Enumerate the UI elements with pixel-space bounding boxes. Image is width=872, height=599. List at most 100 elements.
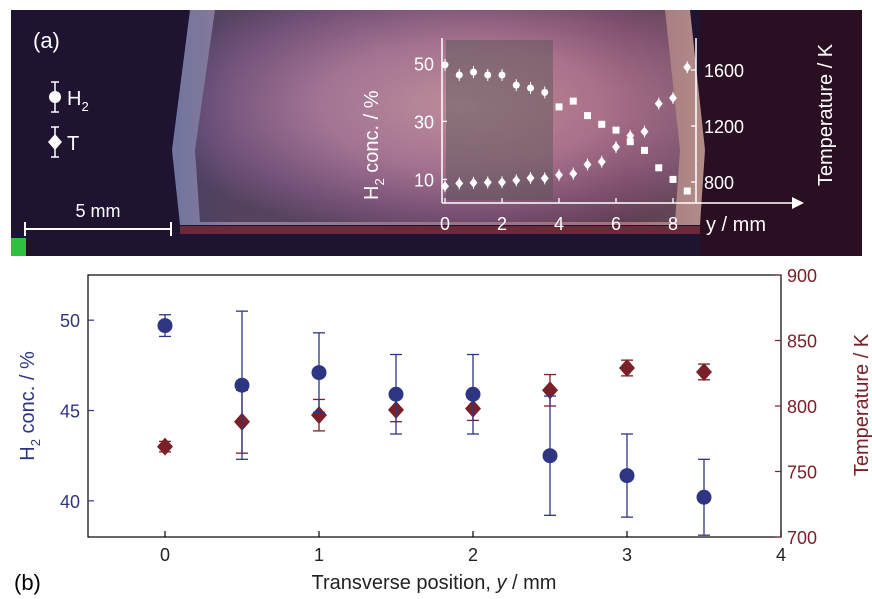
legend-h2: H2 <box>49 81 89 114</box>
inset-h2-point <box>641 146 648 154</box>
legend-h2-label: H2 <box>67 88 89 114</box>
h2-point <box>157 318 173 334</box>
inset-left-tick-label: 10 <box>414 170 434 190</box>
x-tick-label: 1 <box>314 545 324 565</box>
inset-ylabel-left: H2 conc. / % <box>361 90 387 200</box>
inset-left-tick-label: 30 <box>414 112 434 132</box>
inset-t-point <box>583 159 592 170</box>
inset-left-tick-label: 50 <box>414 54 434 74</box>
x-tick-label: 3 <box>622 545 632 565</box>
inset-h2-point <box>598 120 606 128</box>
inset-t-point <box>683 62 692 73</box>
inset-h2-point <box>441 61 449 69</box>
h2-point <box>234 377 250 393</box>
panel-a: (a) H2 T 5 mm y / <box>11 10 862 256</box>
y-right-tick-label: 900 <box>787 266 817 286</box>
inset-h2-point <box>512 81 520 89</box>
photo-right-dark <box>700 10 862 256</box>
inset-h2-point <box>683 187 691 195</box>
inset-right-tick-label: 800 <box>704 173 734 193</box>
inset-xlabel: y / mm <box>706 214 766 236</box>
inset-marks <box>441 58 692 195</box>
inset-h2-point <box>527 84 534 92</box>
burner-edge <box>180 226 700 234</box>
inset-right-tick-label: 1600 <box>704 61 744 81</box>
inset-t-point <box>612 142 620 152</box>
x-tick-label: 2 <box>468 545 478 565</box>
inset-t-point <box>526 172 535 183</box>
inset-h2-point <box>455 71 463 79</box>
inset-t-point <box>441 181 449 192</box>
inset-h2-point <box>612 126 620 134</box>
panel-a-label: (a) <box>33 28 60 53</box>
burner-glint <box>11 238 26 256</box>
inset-t-point <box>640 126 649 137</box>
panel-b-ylabel-left: H2 conc. / % <box>17 351 43 461</box>
inset-t-point <box>512 175 521 186</box>
h2-point <box>388 386 404 402</box>
inset-x-tick-label: 0 <box>440 214 450 234</box>
inset-h2-point <box>584 112 591 120</box>
y-right-tick-label: 750 <box>787 463 817 483</box>
inset-h2-point <box>569 97 577 105</box>
inset-h2-point <box>498 71 506 79</box>
y-left-tick-label: 45 <box>60 402 80 422</box>
inset-ylabel-right: Temperature / K <box>815 43 837 186</box>
inset-t-point <box>498 177 506 188</box>
inset-t-point <box>654 98 663 109</box>
inset-x-tick-label: 6 <box>611 214 621 234</box>
temperature-point <box>157 437 173 456</box>
y-left-tick-label: 40 <box>60 492 80 512</box>
y-right-tick-label: 850 <box>787 332 817 352</box>
flame-core <box>195 10 680 222</box>
h2-point <box>619 468 635 484</box>
inset-x-arrow <box>792 197 804 209</box>
panel-b-ylabel-right: Temperature / K <box>851 333 872 476</box>
scale-bar: 5 mm <box>24 201 172 236</box>
y-right-tick-label: 800 <box>787 397 817 417</box>
h2-point <box>465 386 481 402</box>
y-left-tick-label: 50 <box>60 311 80 331</box>
x-tick-label: 4 <box>776 545 786 565</box>
panel-b-marks <box>157 310 712 536</box>
legend-t-marker <box>48 134 62 150</box>
scale-bar-label: 5 mm <box>76 201 121 221</box>
inset-right-tick-label: 1200 <box>704 117 744 137</box>
inset-t-point <box>469 177 478 188</box>
inset-shaded-region <box>446 40 553 200</box>
inset-x-tick-label: 2 <box>497 214 507 234</box>
legend-t-label: T <box>67 133 79 155</box>
inset-h2-point <box>669 175 677 183</box>
inset-x-tick-label: 8 <box>668 214 678 234</box>
inset-t-point <box>569 168 578 179</box>
inset-t-point <box>455 178 464 189</box>
panel-b-axes: 0 1 2 3 4 40 45 50 700 750 800 850 900 <box>60 266 817 565</box>
inset-chart: y / mm H2 conc. / % Temperature / K 0 2 4 6… <box>361 38 837 236</box>
h2-point <box>696 489 712 505</box>
inset-h2-point <box>484 71 492 79</box>
inset-h2-point <box>655 164 663 172</box>
inset-t-point <box>597 156 606 167</box>
inset-h2-point <box>541 88 549 96</box>
plot-frame <box>87 274 782 538</box>
x-tick-label: 0 <box>160 545 170 565</box>
inset-x-tick-label: 4 <box>554 214 564 234</box>
temperature-point <box>696 362 712 381</box>
h2-point <box>542 448 558 464</box>
h2-point <box>311 365 327 381</box>
inset-t-point <box>540 173 549 184</box>
inset-t-point <box>626 130 635 141</box>
temperature-point <box>311 406 327 425</box>
temperature-point <box>619 359 635 378</box>
panel-b-label: (b) <box>14 570 41 595</box>
panel-b-xlabel: Transverse position, y / mm <box>312 572 557 594</box>
y-right-tick-label: 700 <box>787 528 817 548</box>
temperature-point <box>542 381 558 400</box>
inset-ticks: 0 2 4 6 8 50 30 10 1600 1200 800 <box>414 54 744 234</box>
legend-t: T <box>48 126 79 158</box>
inset-h2-point <box>470 68 477 76</box>
inset-h2-point <box>555 103 563 111</box>
inset-t-point <box>483 177 492 188</box>
